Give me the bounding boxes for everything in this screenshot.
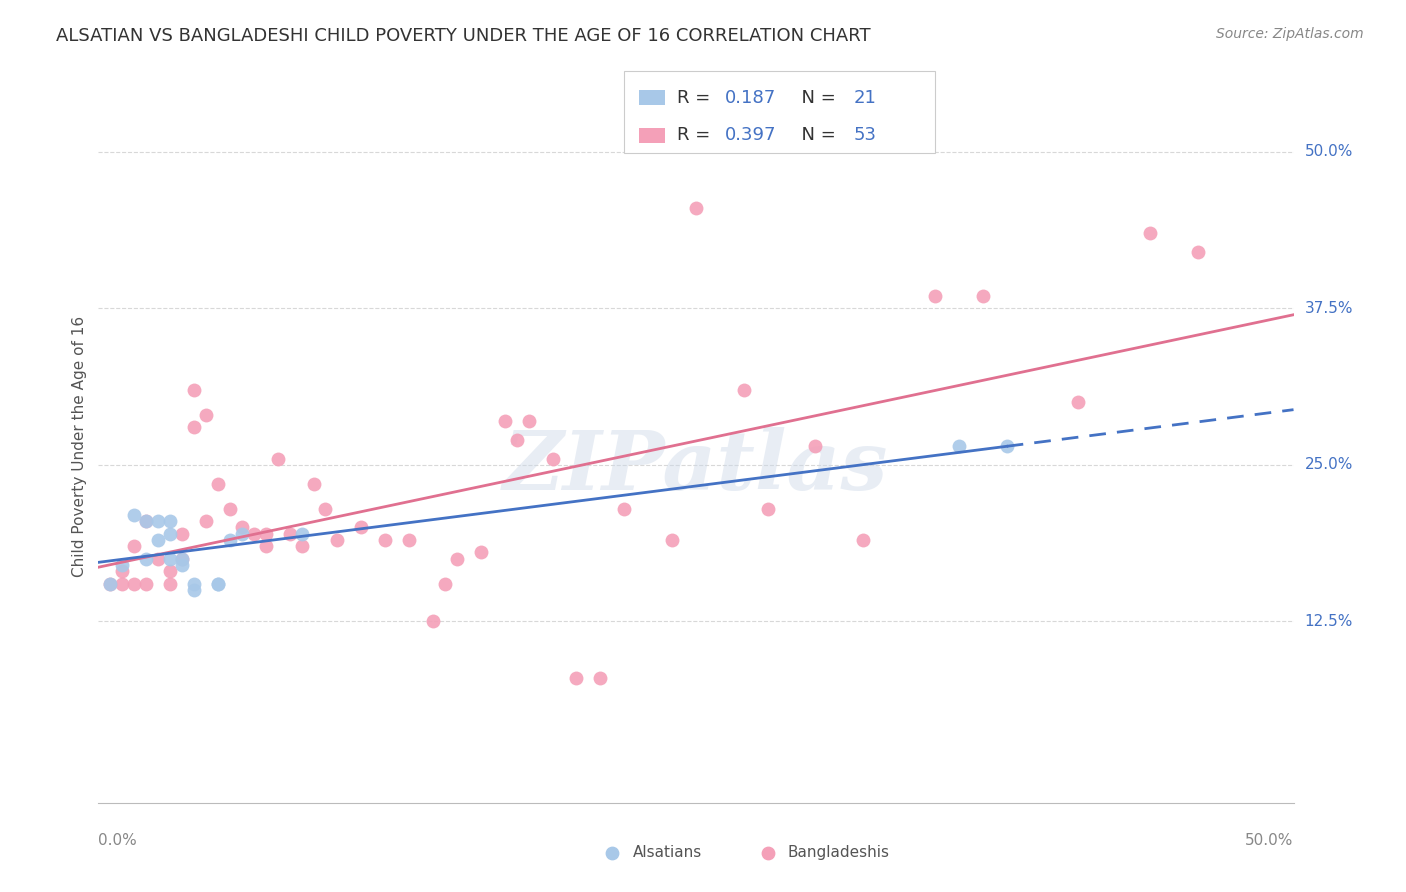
Point — [219, 533, 242, 547]
Point — [733, 383, 755, 397]
Text: Source: ZipAtlas.com: Source: ZipAtlas.com — [1216, 27, 1364, 41]
Text: 12.5%: 12.5% — [1305, 614, 1353, 629]
Point — [135, 514, 157, 528]
Point — [470, 545, 492, 559]
Point — [315, 501, 337, 516]
Point — [172, 551, 194, 566]
Point — [661, 533, 683, 547]
Point — [422, 614, 444, 628]
Text: N =: N = — [790, 127, 842, 145]
Point — [195, 408, 218, 422]
Point — [1139, 226, 1161, 240]
Point — [148, 533, 170, 547]
Point — [948, 439, 970, 453]
Point — [565, 671, 588, 685]
Point — [135, 551, 157, 566]
Point — [148, 551, 170, 566]
Point — [1067, 395, 1090, 409]
Text: Bangladeshis: Bangladeshis — [787, 846, 890, 860]
Point — [183, 420, 205, 434]
FancyBboxPatch shape — [638, 128, 665, 144]
Point — [243, 526, 266, 541]
Text: ALSATIAN VS BANGLADESHI CHILD POVERTY UNDER THE AGE OF 16 CORRELATION CHART: ALSATIAN VS BANGLADESHI CHILD POVERTY UN… — [56, 27, 870, 45]
Point — [135, 514, 157, 528]
Point — [124, 508, 146, 522]
Text: 50.0%: 50.0% — [1305, 145, 1353, 160]
Point — [207, 576, 229, 591]
Text: 50.0%: 50.0% — [1246, 833, 1294, 848]
Point — [159, 551, 181, 566]
Point — [302, 476, 325, 491]
Point — [207, 476, 229, 491]
Point — [135, 576, 157, 591]
Text: 21: 21 — [853, 88, 876, 107]
Point — [541, 451, 564, 466]
FancyBboxPatch shape — [624, 71, 935, 153]
Text: Alsatians: Alsatians — [633, 846, 702, 860]
Point — [446, 551, 468, 566]
Point — [254, 526, 277, 541]
Point — [972, 289, 994, 303]
Point — [326, 533, 349, 547]
Point — [852, 533, 875, 547]
Point — [434, 576, 457, 591]
Point — [924, 289, 946, 303]
Point — [159, 564, 181, 578]
Text: ZIPatlas: ZIPatlas — [503, 427, 889, 508]
Point — [159, 526, 181, 541]
Point — [254, 539, 277, 553]
Point — [506, 433, 529, 447]
Point — [172, 526, 194, 541]
Text: R =: R = — [676, 88, 716, 107]
Point — [124, 576, 146, 591]
Point — [756, 501, 779, 516]
Point — [517, 414, 540, 428]
Point — [1115, 858, 1137, 872]
Point — [278, 526, 301, 541]
Point — [267, 451, 290, 466]
Point — [172, 558, 194, 572]
Point — [374, 533, 396, 547]
Point — [219, 501, 242, 516]
Text: 0.397: 0.397 — [724, 127, 776, 145]
Point — [398, 533, 420, 547]
Text: 53: 53 — [853, 127, 877, 145]
Text: 37.5%: 37.5% — [1305, 301, 1353, 316]
Point — [159, 576, 181, 591]
Text: N =: N = — [790, 88, 842, 107]
Point — [111, 558, 134, 572]
Text: 25.0%: 25.0% — [1305, 458, 1353, 472]
Point — [111, 576, 134, 591]
Point — [494, 414, 516, 428]
Point — [231, 520, 253, 534]
Point — [172, 551, 194, 566]
Point — [1187, 244, 1209, 259]
Point — [995, 439, 1018, 453]
Point — [148, 514, 170, 528]
Point — [291, 526, 314, 541]
Point — [291, 539, 314, 553]
Point — [183, 383, 205, 397]
Text: 0.187: 0.187 — [724, 88, 776, 107]
Point — [183, 576, 205, 591]
Point — [159, 514, 181, 528]
FancyBboxPatch shape — [638, 90, 665, 105]
Point — [231, 526, 253, 541]
Point — [183, 582, 205, 597]
Point — [98, 576, 122, 591]
Point — [124, 539, 146, 553]
Point — [685, 201, 707, 215]
Point — [195, 514, 218, 528]
Point — [98, 576, 122, 591]
Point — [613, 501, 636, 516]
Text: R =: R = — [676, 127, 716, 145]
Point — [589, 671, 612, 685]
Point — [350, 520, 373, 534]
Y-axis label: Child Poverty Under the Age of 16: Child Poverty Under the Age of 16 — [72, 316, 87, 576]
Point — [111, 564, 134, 578]
Point — [207, 576, 229, 591]
Point — [804, 439, 827, 453]
Text: 0.0%: 0.0% — [98, 833, 138, 848]
